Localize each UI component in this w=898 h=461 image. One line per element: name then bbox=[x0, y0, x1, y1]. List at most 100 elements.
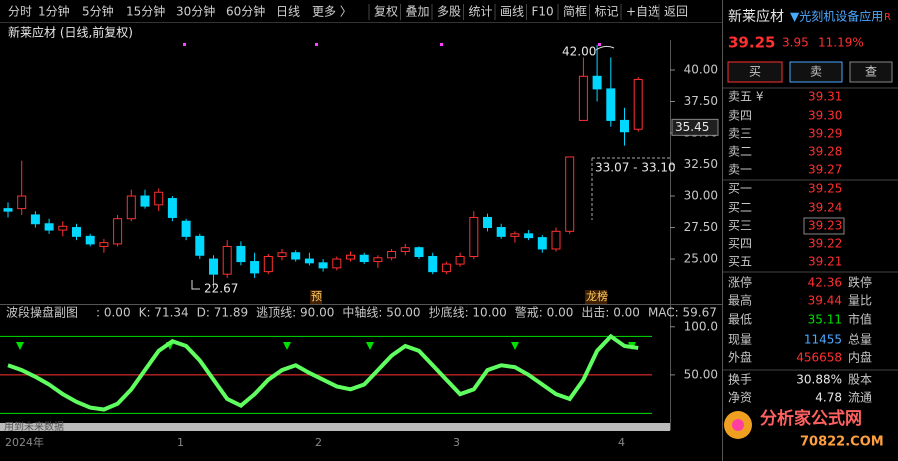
trade-button-label: 买 bbox=[749, 65, 761, 79]
y-tick-label: 25.00 bbox=[684, 252, 718, 266]
candle-body bbox=[606, 88, 616, 121]
candle-body bbox=[483, 216, 492, 229]
indicator-value: 出击: 0.00 bbox=[581, 306, 640, 320]
candle-body bbox=[578, 75, 588, 121]
change-pct: 11.19% bbox=[818, 36, 864, 50]
candle-body bbox=[469, 216, 479, 258]
y-tick-label: 27.50 bbox=[684, 220, 718, 234]
book-label: 卖二 bbox=[728, 145, 752, 159]
flag: R bbox=[884, 12, 891, 23]
book-label: 买五 bbox=[728, 255, 752, 269]
high-label: 42.00 bbox=[562, 45, 596, 59]
indicator-value: : 0.00 bbox=[96, 306, 131, 320]
book-label: 卖三 bbox=[728, 127, 752, 141]
book-price: 39.23 bbox=[808, 219, 842, 233]
period-tab[interactable]: 分时 bbox=[8, 5, 32, 19]
period-tab[interactable]: 1分钟 bbox=[38, 4, 70, 19]
stat-label: 内盘 bbox=[848, 350, 872, 365]
trade-button[interactable] bbox=[789, 61, 843, 83]
period-tab[interactable]: 30分钟 bbox=[176, 4, 215, 19]
candle-body bbox=[3, 208, 13, 212]
stat-value: 42.36 bbox=[808, 276, 842, 290]
candle-body bbox=[209, 258, 218, 275]
book-price: 39.25 bbox=[808, 182, 842, 196]
indicator-value: MAC: 59.67 bbox=[648, 306, 717, 320]
candle-body bbox=[167, 198, 177, 218]
tool-button[interactable]: 多股 bbox=[437, 5, 461, 19]
tool-button[interactable]: +自选 bbox=[626, 5, 660, 19]
book-label: 买一 bbox=[728, 182, 752, 196]
indicator-value: 逃顶线: 90.00 bbox=[256, 306, 334, 320]
indicator-title: 波段操盘副图 bbox=[6, 305, 78, 320]
low-label: 22.67 bbox=[204, 282, 238, 296]
period-tab[interactable]: 15分钟 bbox=[126, 4, 165, 19]
stat-value: 11455 bbox=[804, 333, 842, 347]
stat-value: 35.11 bbox=[808, 313, 842, 327]
candle-body bbox=[510, 233, 520, 237]
candle-body bbox=[633, 78, 643, 130]
stat-label: 换手 bbox=[728, 373, 752, 387]
x-tick-label: 2 bbox=[315, 436, 322, 449]
stat-label: 外盘 bbox=[728, 350, 752, 365]
candle-body bbox=[126, 195, 136, 220]
price: 39.25 bbox=[728, 34, 775, 52]
y-tick-label: 100.0 bbox=[684, 319, 718, 333]
candle-body bbox=[304, 258, 314, 264]
candle-body bbox=[414, 247, 424, 258]
candle-body bbox=[441, 263, 451, 273]
book-price: 39.21 bbox=[808, 255, 842, 269]
event-dot bbox=[315, 43, 318, 46]
trade-button[interactable] bbox=[849, 61, 893, 83]
candle-body bbox=[222, 245, 232, 275]
stat-label: 净资 bbox=[728, 391, 752, 405]
period-tab[interactable]: 日线 bbox=[276, 5, 300, 19]
candle-body bbox=[537, 237, 547, 250]
stat-label: 总量 bbox=[848, 333, 872, 347]
tool-button[interactable]: 统计 bbox=[469, 5, 493, 19]
stat-value: 39.44 bbox=[808, 294, 842, 308]
period-tab[interactable]: 更多 〉 bbox=[312, 5, 352, 19]
watermark: 分析家公式网 70822.COM bbox=[724, 408, 884, 450]
period-tab[interactable]: 5分钟 bbox=[82, 4, 114, 19]
candle-body bbox=[58, 225, 68, 231]
candle-body bbox=[195, 235, 205, 256]
indicator-value: K: 71.34 bbox=[139, 306, 189, 320]
candle-body bbox=[99, 242, 109, 247]
stat-label: 跌停 bbox=[848, 275, 872, 290]
tool-button[interactable]: 返回 bbox=[664, 5, 688, 19]
low-pointer bbox=[191, 280, 200, 290]
candle-body bbox=[455, 256, 465, 265]
scrollbar[interactable] bbox=[0, 423, 670, 431]
stat-label: 最低 bbox=[728, 313, 752, 327]
book-label: 卖五 ¥ bbox=[728, 90, 764, 104]
marker: 龙榜 bbox=[586, 289, 608, 303]
trade-button[interactable] bbox=[727, 61, 783, 83]
tool-button[interactable]: 画线 bbox=[500, 5, 524, 19]
candle-body bbox=[30, 214, 40, 225]
candle-body bbox=[72, 227, 81, 237]
candle-body bbox=[17, 195, 27, 210]
stat-label: 股本 bbox=[848, 373, 872, 387]
book-price: 39.31 bbox=[808, 90, 842, 104]
tool-button[interactable]: 复权 bbox=[374, 5, 398, 19]
candle-body bbox=[400, 247, 410, 252]
tool-button[interactable]: 简框 bbox=[563, 5, 587, 19]
y-tick-label: 37.50 bbox=[684, 94, 718, 108]
stat-value: 4.78 bbox=[815, 391, 842, 405]
candle-body bbox=[551, 230, 561, 250]
event-dot bbox=[598, 43, 601, 46]
candle-body bbox=[359, 254, 369, 263]
trade-button-label: 卖 bbox=[810, 65, 822, 79]
tool-button[interactable]: 叠加 bbox=[406, 5, 430, 19]
tool-button[interactable]: F10 bbox=[532, 5, 554, 19]
y-tick-label: 50.00 bbox=[684, 367, 718, 381]
candle-body bbox=[291, 252, 301, 260]
book-price: 39.30 bbox=[808, 109, 842, 123]
period-tab[interactable]: 60分钟 bbox=[226, 4, 265, 19]
candle-body bbox=[250, 261, 260, 274]
tool-button[interactable]: 标记 bbox=[595, 5, 619, 19]
candle-body bbox=[565, 156, 575, 232]
sector: ▼光刻机设备应用 bbox=[790, 9, 883, 24]
